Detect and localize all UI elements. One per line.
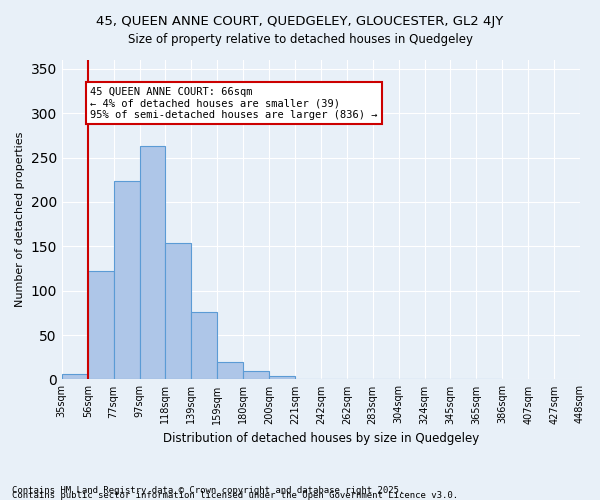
Text: 45, QUEEN ANNE COURT, QUEDGELEY, GLOUCESTER, GL2 4JY: 45, QUEEN ANNE COURT, QUEDGELEY, GLOUCES…	[97, 15, 503, 28]
Text: Contains public sector information licensed under the Open Government Licence v3: Contains public sector information licen…	[12, 490, 458, 500]
Bar	[88, 271, 113, 380]
X-axis label: Distribution of detached houses by size in Quedgeley: Distribution of detached houses by size …	[163, 432, 479, 445]
Y-axis label: Number of detached properties: Number of detached properties	[15, 132, 25, 308]
Bar	[269, 376, 295, 380]
Bar	[140, 146, 166, 380]
Text: Contains HM Land Registry data © Crown copyright and database right 2025.: Contains HM Land Registry data © Crown c…	[12, 486, 404, 495]
Bar	[295, 378, 321, 380]
Bar	[243, 372, 269, 380]
Bar	[166, 243, 191, 380]
Bar	[217, 362, 243, 380]
Bar	[62, 374, 88, 380]
Bar	[113, 180, 140, 380]
Text: Size of property relative to detached houses in Quedgeley: Size of property relative to detached ho…	[128, 32, 473, 46]
Bar	[476, 378, 502, 380]
Text: 45 QUEEN ANNE COURT: 66sqm
← 4% of detached houses are smaller (39)
95% of semi-: 45 QUEEN ANNE COURT: 66sqm ← 4% of detac…	[90, 86, 378, 120]
Bar	[191, 312, 217, 380]
